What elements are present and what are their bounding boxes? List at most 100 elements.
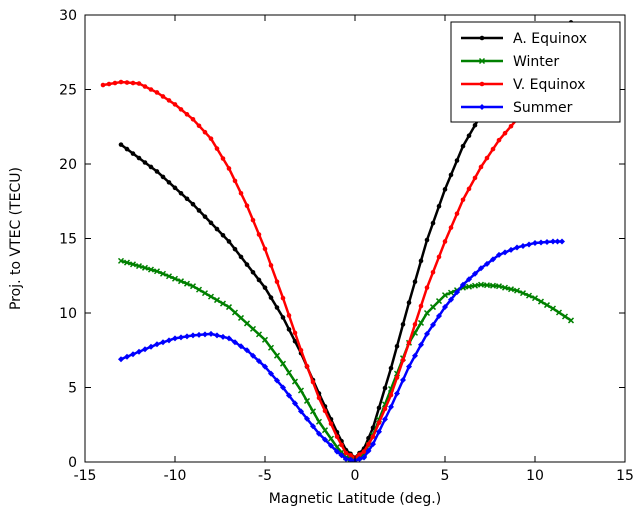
data-point — [123, 259, 131, 266]
data-point — [356, 456, 363, 462]
data-point — [441, 292, 449, 299]
data-point — [382, 385, 388, 391]
data-point — [454, 158, 460, 163]
data-point — [261, 336, 269, 343]
data-point — [172, 185, 178, 191]
data-point — [423, 309, 431, 317]
data-point — [238, 343, 244, 350]
data-point — [316, 430, 322, 437]
data-point — [219, 300, 227, 307]
data-point — [334, 448, 340, 455]
data-point — [106, 81, 112, 87]
data-point — [214, 332, 220, 339]
data-point — [322, 436, 328, 443]
data-point — [448, 225, 454, 230]
data-point — [262, 285, 268, 290]
data-point — [232, 246, 238, 252]
data-point — [334, 434, 340, 439]
data-point — [292, 330, 298, 336]
data-point — [479, 35, 485, 41]
data-point — [177, 278, 185, 285]
data-point — [424, 330, 430, 337]
y-tick-label: 15 — [59, 232, 77, 248]
data-point — [394, 375, 400, 380]
data-point — [160, 94, 166, 99]
data-point — [148, 164, 154, 170]
data-point — [508, 246, 514, 253]
data-point — [225, 304, 233, 311]
data-point — [519, 290, 527, 297]
data-point — [430, 321, 436, 328]
data-point — [250, 269, 256, 275]
x-tick-label: 0 — [351, 468, 360, 484]
data-point — [267, 344, 275, 351]
data-point — [418, 341, 424, 348]
data-point — [160, 174, 166, 180]
data-point — [231, 309, 239, 316]
data-point — [256, 277, 262, 283]
data-point — [166, 180, 172, 185]
data-point — [477, 281, 485, 288]
y-tick-label: 10 — [59, 306, 77, 322]
data-point — [135, 263, 143, 270]
y-tick-label: 5 — [68, 381, 77, 397]
data-point — [141, 264, 149, 271]
data-point — [436, 254, 442, 260]
data-point — [184, 112, 190, 117]
data-point — [436, 312, 442, 319]
data-point — [154, 341, 160, 348]
data-point — [537, 298, 545, 305]
data-point — [567, 317, 575, 324]
data-point — [400, 322, 406, 327]
data-point — [366, 441, 371, 447]
data-point — [479, 81, 485, 87]
data-point — [136, 155, 142, 161]
data-point — [376, 420, 382, 426]
data-point — [531, 295, 539, 302]
data-point — [147, 266, 155, 273]
data-point — [280, 295, 286, 301]
data-point — [195, 286, 203, 293]
data-point — [165, 273, 173, 280]
data-point — [279, 360, 287, 367]
data-point — [166, 98, 172, 103]
data-point — [361, 449, 367, 454]
x-tick-label: 5 — [441, 468, 450, 484]
data-point — [417, 319, 425, 326]
data-point — [220, 333, 226, 340]
data-point — [418, 258, 424, 264]
axis-ticks: -15 -10 -5 0 5 10 15 0 5 10 15 20 25 30 — [59, 8, 634, 484]
data-point — [460, 197, 466, 203]
data-point — [382, 406, 388, 412]
data-point — [514, 244, 520, 251]
data-point — [214, 146, 220, 151]
data-point — [328, 442, 334, 449]
data-point — [465, 283, 473, 290]
data-point — [435, 298, 443, 305]
data-point — [196, 123, 202, 129]
data-point — [460, 143, 466, 149]
data-point — [388, 392, 394, 398]
data-point — [142, 84, 148, 89]
data-point — [339, 442, 344, 448]
legend-item: A. Equinox — [461, 31, 587, 47]
data-point — [171, 275, 179, 282]
data-point — [388, 403, 394, 410]
data-point — [274, 305, 280, 310]
data-point — [274, 279, 280, 285]
data-point — [136, 81, 142, 86]
data-point — [502, 130, 508, 136]
data-point — [262, 246, 268, 252]
data-point — [343, 450, 349, 456]
data-point — [238, 191, 244, 196]
data-point — [501, 284, 509, 291]
data-point — [310, 423, 316, 430]
data-point — [430, 269, 436, 275]
data-point — [394, 390, 400, 397]
data-point — [412, 352, 418, 359]
data-point — [406, 340, 412, 346]
data-point — [238, 254, 244, 260]
data-point — [466, 276, 472, 283]
data-point — [298, 347, 304, 353]
data-point — [550, 238, 556, 245]
